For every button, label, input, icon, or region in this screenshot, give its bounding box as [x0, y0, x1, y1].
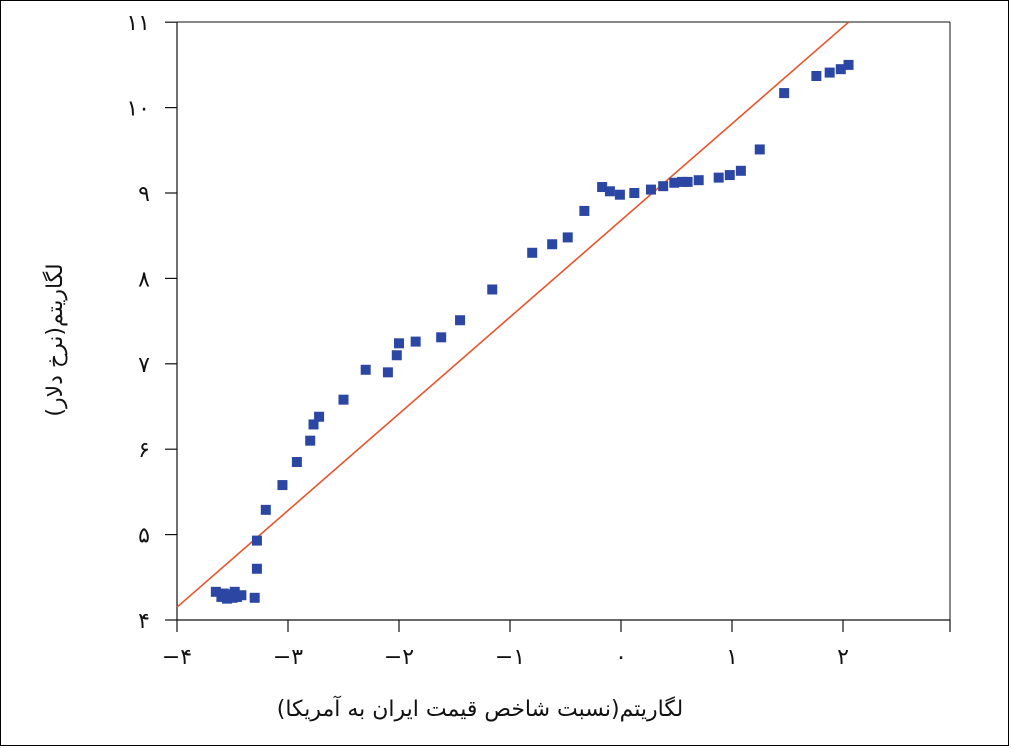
- data-point: [394, 338, 404, 349]
- data-point: [779, 88, 790, 99]
- data-point: [229, 586, 240, 597]
- y-tick-label: ۴: [138, 609, 150, 634]
- data-point: [713, 172, 724, 183]
- data-point: [614, 189, 625, 200]
- data-point: [487, 284, 498, 295]
- data-point: [314, 411, 325, 422]
- data-point: [843, 59, 854, 70]
- x-tick-label: ۰: [615, 645, 627, 670]
- data-point: [724, 170, 735, 181]
- data-point: [455, 315, 466, 326]
- x-ticks: −۴ −۳ −۲ −۱ ۰ ۱ ۲: [162, 620, 951, 670]
- y-ticks: ۴ ۵ ۶ ۷ ۸ ۹ ۱۰ ۱۱: [126, 11, 177, 634]
- data-point: [251, 535, 262, 546]
- x-tick-label: ۲: [837, 645, 849, 670]
- data-point: [754, 144, 765, 155]
- data-point: [218, 588, 229, 599]
- data-point: [410, 336, 421, 347]
- data-point: [811, 71, 822, 82]
- data-point: [645, 184, 656, 195]
- data-point: [562, 232, 573, 243]
- data-point: [527, 247, 538, 258]
- data-point: [360, 364, 371, 375]
- data-point: [391, 350, 402, 361]
- data-point: [658, 181, 669, 192]
- data-point: [436, 332, 447, 343]
- data-point: [308, 419, 319, 430]
- data-point: [735, 165, 746, 176]
- data-point: [835, 64, 846, 75]
- data-point: [677, 176, 688, 187]
- y-tick-label: ۶: [138, 438, 150, 463]
- data-point: [236, 590, 247, 601]
- y-tick-label: ۸: [138, 267, 150, 292]
- data-point: [260, 504, 271, 515]
- data-points: [210, 59, 854, 604]
- data-point: [693, 175, 704, 186]
- data-point: [338, 394, 349, 405]
- x-tick-label: −۲: [384, 645, 414, 670]
- data-point: [824, 67, 835, 78]
- data-point: [291, 457, 302, 468]
- data-point: [682, 176, 693, 187]
- data-point: [382, 367, 393, 378]
- axes: [176, 21, 951, 621]
- y-tick-label: ۹: [138, 182, 150, 207]
- data-point: [597, 182, 608, 193]
- y-tick-label: ۵: [138, 524, 150, 549]
- data-point: [604, 186, 615, 197]
- y-axis-title: لگاریتم(نرخ دلار): [42, 263, 68, 416]
- data-point: [277, 480, 288, 491]
- x-axis-title: لگاریتم(نسبت شاخص قیمت ایران به آمریکا): [277, 695, 683, 722]
- data-point: [629, 188, 640, 198]
- data-point: [210, 586, 221, 597]
- x-tick-label: ۱: [726, 645, 738, 670]
- data-point: [579, 205, 590, 216]
- data-point: [669, 177, 680, 188]
- y-tick-label: ۱۱: [126, 11, 150, 36]
- x-tick-label: −۳: [273, 645, 303, 670]
- x-tick-label: −۴: [162, 645, 192, 670]
- data-point: [305, 435, 316, 446]
- data-point: [547, 239, 558, 250]
- y-tick-label: ۱۰: [126, 97, 150, 122]
- data-point: [249, 592, 260, 603]
- data-point: [251, 563, 262, 574]
- y-tick-label: ۷: [138, 353, 150, 378]
- reference-line: [176, 21, 850, 608]
- x-tick-label: −۱: [495, 645, 525, 670]
